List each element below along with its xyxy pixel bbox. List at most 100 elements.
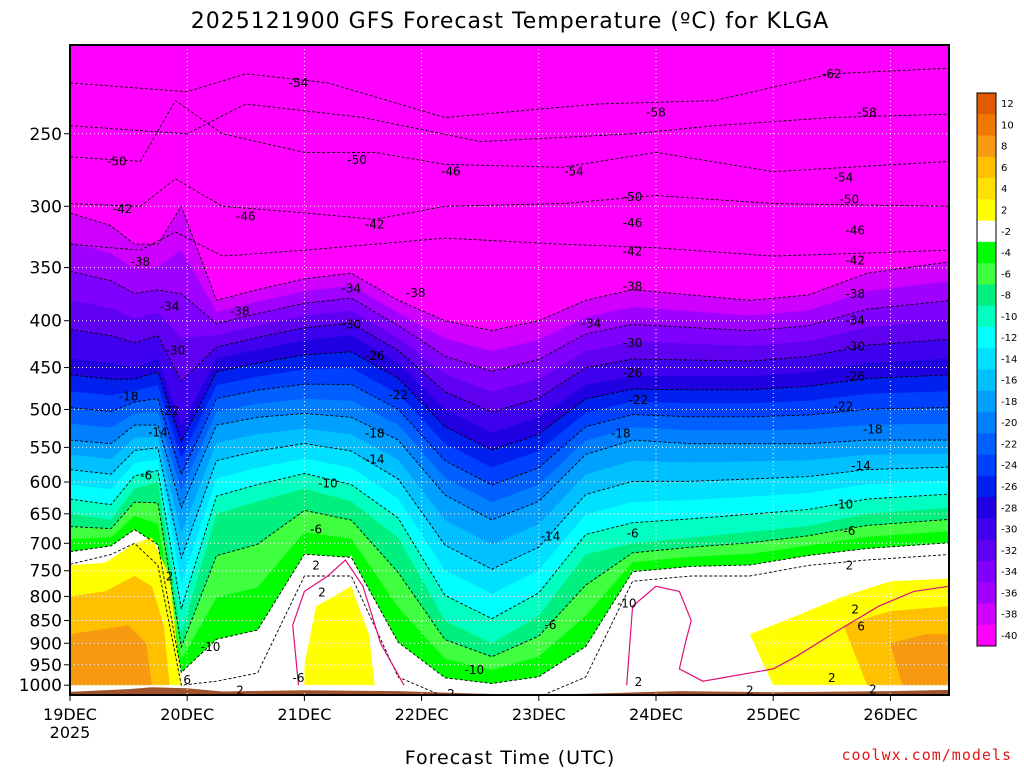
contour-label: -34 — [845, 314, 865, 328]
contour-label: -22 — [160, 404, 180, 418]
colorbar-swatch — [977, 263, 996, 285]
contour-label: -10 — [834, 498, 854, 512]
contour-label: -18 — [365, 426, 385, 440]
colorbar-label: -4 — [1001, 248, 1011, 259]
colorbar-label: -2 — [1001, 227, 1011, 238]
contour-label: 2 — [851, 603, 859, 617]
contour-line — [70, 231, 949, 257]
colorbar-swatch — [977, 199, 996, 222]
contour-line — [70, 383, 949, 486]
contour-line — [70, 178, 949, 220]
colorbar-swatch — [977, 539, 996, 562]
contour-label: -6 — [843, 524, 855, 538]
grid-lines — [70, 45, 949, 695]
contour-label: -38 — [130, 255, 150, 269]
terrain-ground — [70, 687, 949, 695]
contour-label: -26 — [365, 349, 385, 363]
contour-label: -14 — [541, 529, 561, 543]
x-tick-label: 21DEC — [277, 705, 331, 724]
contour-label: -38 — [406, 286, 426, 300]
contour-label: 2 — [166, 570, 174, 584]
colorbar-swatch — [977, 624, 996, 647]
colorbar-swatch — [977, 390, 996, 413]
y-tick-label: 800 — [30, 587, 62, 607]
colorbar-swatch — [977, 497, 996, 519]
y-tick-label: 450 — [30, 359, 62, 379]
colorbar-swatch — [977, 369, 996, 392]
contour-label: -46 — [441, 165, 461, 179]
contour-label: -54 — [564, 165, 584, 179]
contour-label: -38 — [230, 305, 250, 319]
contour-label: -46 — [236, 210, 256, 224]
contour-label: -38 — [623, 280, 643, 294]
colorbar-label: -38 — [1001, 610, 1017, 621]
contour-label: -26 — [845, 369, 865, 383]
x-tick-label: 23DEC — [512, 705, 566, 724]
contour-label: -30 — [166, 343, 186, 357]
colorbar-label: -22 — [1001, 439, 1017, 450]
surface-features — [70, 537, 949, 695]
contour-label: -42 — [365, 217, 385, 231]
contour-label: -50 — [107, 154, 127, 168]
contour-label: 2 — [447, 687, 455, 701]
y-axis: 2503003504004505005506006507007508008509… — [19, 125, 70, 696]
colorbar-label: -34 — [1001, 567, 1017, 578]
colorbar-swatch — [977, 284, 996, 307]
y-tick-label: 750 — [30, 562, 62, 582]
contour-label: -6 — [293, 671, 305, 685]
contour-line — [70, 529, 949, 684]
colorbar-label: -10 — [1001, 312, 1017, 323]
contour-label: -18 — [119, 390, 139, 404]
x-tick-year: 2025 — [50, 723, 91, 742]
contour-label: -50 — [623, 190, 643, 204]
credit-link[interactable]: coolwx.com/models — [841, 746, 1012, 764]
y-tick-label: 1000 — [19, 676, 62, 696]
warm-pocket-day1-core — [70, 625, 152, 686]
contour-label: -34 — [160, 300, 180, 314]
x-axis: 19DEC 20DEC 21DEC 22DEC 23DEC 24DEC 25DEC 26DEC… — [43, 695, 917, 742]
x-tick-label: 25DEC — [746, 705, 800, 724]
contour-label: 2 — [746, 683, 754, 697]
colorbar-label: -8 — [1001, 291, 1011, 302]
contour-line — [70, 270, 949, 372]
contour-label: -26 — [623, 366, 643, 380]
colorbar-label: -40 — [1001, 631, 1017, 642]
contour-label: -22 — [834, 399, 854, 413]
contour-line — [70, 67, 949, 118]
colorbar-label: -6 — [1001, 269, 1011, 280]
colorbar-swatch — [977, 348, 996, 370]
y-tick-label: 250 — [30, 125, 62, 145]
contour-line — [70, 443, 949, 570]
contour-label: 2 — [828, 671, 836, 685]
contour-label: -34 — [582, 317, 602, 331]
contour-label: -50 — [840, 193, 860, 207]
x-tick-label: 22DEC — [395, 705, 449, 724]
contour-label: -34 — [341, 282, 361, 296]
contour-label: -14 — [851, 459, 871, 473]
contour-label: -54 — [289, 76, 309, 90]
colorbar-label: -26 — [1001, 482, 1017, 493]
contour-label: -30 — [341, 318, 361, 332]
contour-label: -22 — [629, 393, 649, 407]
contour-line — [70, 351, 949, 451]
warm-pocket-day6-core — [890, 634, 949, 686]
colorbar-swatch — [977, 454, 996, 477]
colorbar-label: 10 — [1001, 120, 1014, 131]
colorbar-swatch — [977, 518, 996, 541]
freezing-line — [626, 585, 949, 686]
freezing-line — [292, 559, 405, 686]
colorbar-label: 12 — [1001, 99, 1014, 110]
contour-label: 2 — [846, 558, 854, 572]
colorbar-label: -28 — [1001, 503, 1017, 514]
colorbar-label: -36 — [1001, 588, 1017, 599]
contour-label: -10 — [201, 640, 221, 654]
colorbar-swatch — [977, 582, 996, 604]
colorbar-legend: 12 10 8 6 4 2 -2 -4 -6 -8 -10 -12 -14 -16 -18 -20 -22 -24… — [976, 92, 1017, 647]
warm-pocket-day2 — [304, 586, 375, 686]
colorbar-swatch — [977, 560, 996, 583]
contour-label: -10 — [318, 476, 338, 490]
y-tick-label: 850 — [30, 612, 62, 632]
y-tick-label: 350 — [30, 259, 62, 279]
colorbar-swatch — [977, 178, 996, 200]
